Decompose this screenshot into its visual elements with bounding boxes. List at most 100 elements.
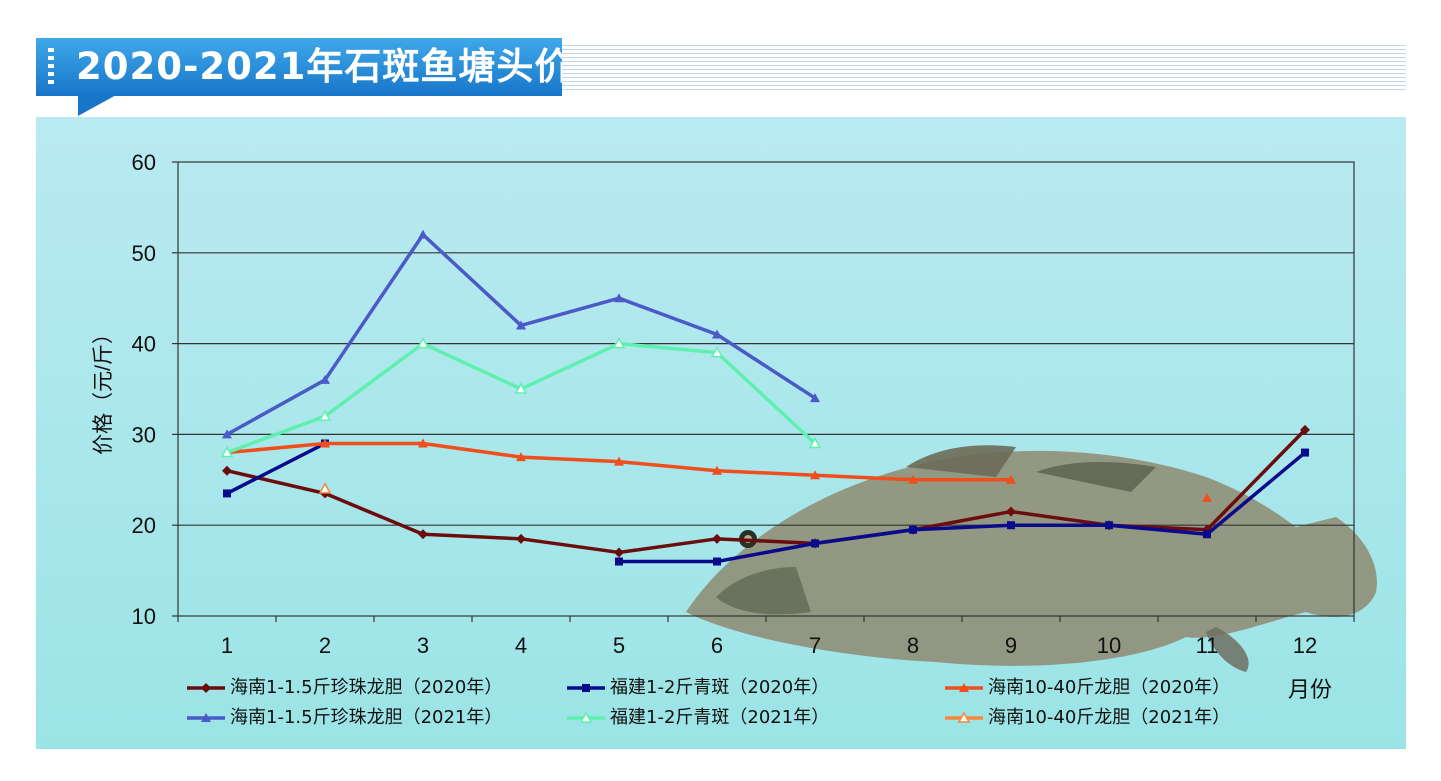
y-axis-ticks: 10 20 30 40 50 60 xyxy=(132,150,178,629)
legend-label: 海南10-40斤龙胆（2021年） xyxy=(988,707,1231,728)
series-5 xyxy=(318,482,332,494)
legend-swatch xyxy=(187,713,225,722)
legend-marker xyxy=(201,713,211,722)
y-tick-label: 40 xyxy=(132,332,156,357)
series-line xyxy=(226,441,326,495)
legend-label: 海南10-40斤龙胆（2020年） xyxy=(988,677,1231,698)
y-tick-label: 60 xyxy=(132,150,156,175)
legend-marker xyxy=(582,684,590,692)
legend-item: 海南10-40斤龙胆（2020年） xyxy=(944,677,1230,699)
data-point xyxy=(808,436,822,449)
data-point xyxy=(222,465,232,476)
data-point xyxy=(908,474,918,484)
data-point xyxy=(418,438,428,448)
x-tick-label: 3 xyxy=(417,633,429,658)
x-tick-label: 2 xyxy=(319,633,331,658)
y-tick-label: 10 xyxy=(132,604,156,629)
series-line xyxy=(619,451,1307,564)
title-banner xyxy=(36,38,562,96)
x-axis-label: 月份 xyxy=(1288,677,1332,702)
data-point xyxy=(318,482,332,494)
y-tick-label: 20 xyxy=(132,513,156,538)
legend-marker xyxy=(579,711,593,723)
data-point xyxy=(514,382,528,394)
x-tick-label: 10 xyxy=(1097,633,1121,658)
data-point xyxy=(418,229,428,239)
data-point xyxy=(612,337,626,349)
data-point xyxy=(1006,506,1016,517)
data-point xyxy=(1300,424,1310,435)
legend-label: 福建1-2斤青斑（2020年） xyxy=(610,677,830,698)
title-stripes xyxy=(562,42,1406,90)
data-point xyxy=(320,374,330,384)
grid-lines xyxy=(178,252,1354,526)
legend-item: 福建1-2斤青斑（2021年） xyxy=(566,707,829,729)
series-lines xyxy=(220,229,1310,566)
data-point xyxy=(614,456,624,466)
data-point xyxy=(222,429,232,439)
legend-swatch xyxy=(567,684,605,692)
chart-title: 2020-2021年石斑鱼塘头价 xyxy=(76,45,573,88)
title-banner-dots xyxy=(48,48,54,88)
data-point xyxy=(320,438,330,448)
data-point xyxy=(909,525,917,534)
x-axis-ticks: 1 2 3 4 5 6 7 8 9 10 11 12 xyxy=(177,616,1355,658)
legend-item: 福建1-2斤青斑（2020年） xyxy=(566,677,829,699)
data-point xyxy=(1203,530,1211,539)
data-point xyxy=(710,346,724,358)
x-tick-label: 5 xyxy=(613,633,625,658)
data-point xyxy=(614,293,624,303)
data-point xyxy=(416,337,430,349)
legend-label: 海南1-1.5斤珍珠龙胆（2020年） xyxy=(230,677,503,698)
x-tick-label: 9 xyxy=(1005,633,1017,658)
data-point xyxy=(1301,448,1309,457)
series-line xyxy=(226,341,817,455)
legend-marker xyxy=(957,711,971,723)
data-point xyxy=(810,470,820,480)
chart-panel: 10 20 30 40 50 60 1 2 3 4 5 6 7 8 9 10 11 12 价格（元/斤） 月份 … xyxy=(36,117,1406,749)
data-point xyxy=(712,465,722,475)
legend-swatch xyxy=(187,683,225,693)
legend-swatch xyxy=(567,711,605,723)
legend-swatch xyxy=(945,711,983,723)
legend-item: 海南1-1.5斤珍珠龙胆（2021年） xyxy=(186,707,502,729)
x-tick-label: 12 xyxy=(1293,633,1317,658)
x-tick-label: 6 xyxy=(711,633,723,658)
data-point xyxy=(1006,474,1016,484)
data-point xyxy=(1007,521,1015,530)
series-1 xyxy=(223,439,1309,566)
x-tick-label: 8 xyxy=(907,633,919,658)
data-point xyxy=(614,547,624,558)
data-point xyxy=(810,393,820,403)
data-point xyxy=(713,557,721,566)
x-tick-label: 1 xyxy=(221,633,233,658)
data-point xyxy=(712,329,722,339)
x-tick-label: 4 xyxy=(515,633,527,658)
legend-label: 海南1-1.5斤珍珠龙胆（2021年） xyxy=(230,707,503,728)
x-tick-label: 7 xyxy=(809,633,821,658)
data-point xyxy=(615,557,623,566)
legend-swatch xyxy=(945,683,983,692)
legend-marker xyxy=(959,683,969,692)
y-axis-label: 价格（元/斤） xyxy=(92,323,115,455)
data-point xyxy=(1105,521,1113,530)
legend-item: 海南1-1.5斤珍珠龙胆（2020年） xyxy=(186,677,502,699)
series-3 xyxy=(222,229,820,439)
data-point xyxy=(811,539,819,548)
data-point xyxy=(516,320,526,330)
y-tick-label: 50 xyxy=(132,241,156,266)
y-tick-label: 30 xyxy=(132,422,156,447)
title-banner-tail xyxy=(78,94,118,116)
data-point xyxy=(516,533,526,544)
legend-marker xyxy=(201,683,211,693)
series-line xyxy=(226,232,816,436)
data-point xyxy=(223,489,231,498)
data-point xyxy=(220,446,234,458)
data-point xyxy=(318,409,332,421)
legend-label: 福建1-2斤青斑（2021年） xyxy=(610,707,830,728)
data-point xyxy=(418,529,428,540)
data-point xyxy=(712,533,722,544)
data-point xyxy=(1202,492,1212,502)
series-4 xyxy=(220,337,822,458)
